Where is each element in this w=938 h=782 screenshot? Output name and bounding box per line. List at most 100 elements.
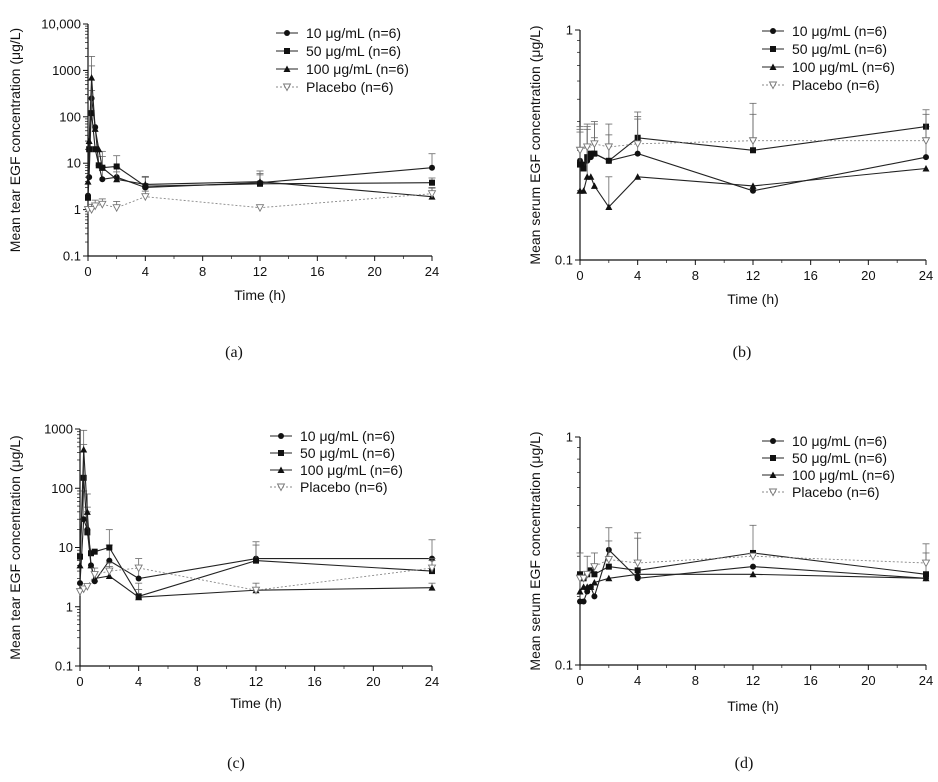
data-point	[590, 182, 598, 189]
data-point	[749, 570, 757, 578]
data-point	[605, 157, 612, 164]
series-3	[83, 187, 437, 215]
y-axis-label: Mean serum EGF concentration (μg/L)	[527, 25, 543, 264]
x-tick-label: 20	[861, 268, 875, 283]
data-point	[922, 574, 930, 582]
legend-label: 50 μg/mL (n=6)	[306, 43, 401, 59]
data-point	[922, 164, 930, 172]
legend-marker	[768, 81, 778, 90]
data-point	[86, 174, 93, 181]
panel-d: 0.1 1 0 4 8 12 16 20 24 Time (h) Mean serum EGF co…	[527, 430, 933, 773]
data-point	[87, 561, 95, 569]
x-axis-label: Time (h)	[727, 698, 779, 714]
data-point	[106, 557, 113, 564]
x-tick-label: 16	[803, 673, 817, 688]
data-point	[135, 593, 143, 601]
legend-label: 50 μg/mL (n=6)	[792, 41, 887, 57]
legend-label: Placebo (n=6)	[300, 479, 388, 495]
series-0	[576, 527, 929, 605]
data-point	[923, 154, 929, 161]
x-tick-label: 8	[194, 674, 201, 689]
x-tick-label: 16	[803, 268, 817, 283]
data-point	[90, 202, 100, 211]
y-tick-label: 1000	[52, 63, 81, 78]
legend-marker	[282, 83, 292, 92]
data-point	[91, 125, 99, 132]
data-point	[590, 579, 598, 586]
data-point	[90, 571, 99, 579]
data-point	[83, 508, 91, 515]
data-point	[135, 575, 142, 582]
legend-label: Placebo (n=6)	[792, 484, 880, 500]
legend-label: Placebo (n=6)	[306, 79, 394, 95]
legend-marker	[284, 48, 290, 54]
data-point	[134, 564, 143, 573]
data-point	[95, 162, 102, 169]
legend-label: 100 μg/mL (n=6)	[792, 59, 895, 75]
data-point	[579, 574, 588, 583]
x-tick-label: 0	[76, 674, 83, 689]
x-tick-label: 24	[425, 674, 439, 689]
series-2	[576, 146, 930, 210]
series-2	[84, 56, 436, 200]
panel-c: 0.1 1 10 100 1000 0 4 8 12 16 20 24 Time (h) Mean tea…	[7, 422, 439, 773]
data-point	[748, 137, 758, 146]
y-axis-label: Mean tear EGF concentration (μg/L)	[7, 28, 23, 252]
data-point	[633, 559, 642, 568]
y-tick-label: 1	[566, 23, 573, 38]
series-0	[77, 490, 436, 587]
legend-marker	[278, 433, 284, 439]
legend-marker	[770, 438, 776, 444]
x-tick-label: 24	[425, 264, 439, 279]
data-point	[76, 561, 84, 569]
legend-marker	[769, 471, 777, 478]
data-point	[580, 598, 587, 605]
legend-label: 10 μg/mL (n=6)	[792, 433, 887, 449]
data-point	[105, 567, 114, 576]
data-point	[99, 176, 106, 183]
data-point	[255, 204, 265, 213]
x-tick-label: 16	[310, 264, 324, 279]
data-point	[105, 572, 113, 580]
y-tick-label: 0.1	[55, 659, 73, 674]
series-line	[87, 77, 433, 198]
legend-label: 50 μg/mL (n=6)	[300, 445, 395, 461]
data-point	[590, 140, 599, 149]
data-point	[428, 584, 436, 591]
data-point	[605, 563, 612, 570]
series-line	[79, 477, 433, 597]
x-tick-label: 12	[746, 268, 760, 283]
panel-caption: (a)	[225, 344, 243, 361]
data-point	[113, 163, 120, 170]
data-point	[580, 165, 587, 172]
legend-marker	[278, 450, 284, 456]
x-tick-label: 4	[135, 674, 142, 689]
y-axis-label: Mean serum EGF concentration (μg/L)	[527, 431, 543, 670]
data-point	[587, 150, 594, 157]
y-tick-label: 0.1	[63, 249, 81, 264]
x-tick-label: 12	[253, 264, 267, 279]
data-point	[748, 552, 758, 561]
data-point	[253, 557, 259, 564]
data-point	[141, 193, 150, 202]
data-point	[427, 564, 437, 573]
data-point	[429, 179, 435, 186]
data-point	[88, 74, 96, 81]
legend-label: 10 μg/mL (n=6)	[300, 428, 395, 444]
x-axis-label: Time (h)	[234, 287, 286, 303]
data-point	[80, 446, 88, 453]
data-point	[98, 164, 106, 171]
legend-label: 50 μg/mL (n=6)	[792, 450, 887, 466]
x-tick-label: 4	[634, 268, 641, 283]
data-point	[582, 143, 592, 152]
data-point	[605, 574, 613, 582]
x-tick-label: 12	[746, 673, 760, 688]
y-tick-label: 100	[59, 109, 81, 124]
data-point	[584, 588, 591, 595]
data-point	[921, 137, 931, 146]
y-tick-label: 0.1	[555, 658, 573, 673]
x-tick-label: 8	[692, 673, 699, 688]
data-point	[95, 145, 103, 153]
y-tick-label: 1000	[44, 422, 73, 437]
